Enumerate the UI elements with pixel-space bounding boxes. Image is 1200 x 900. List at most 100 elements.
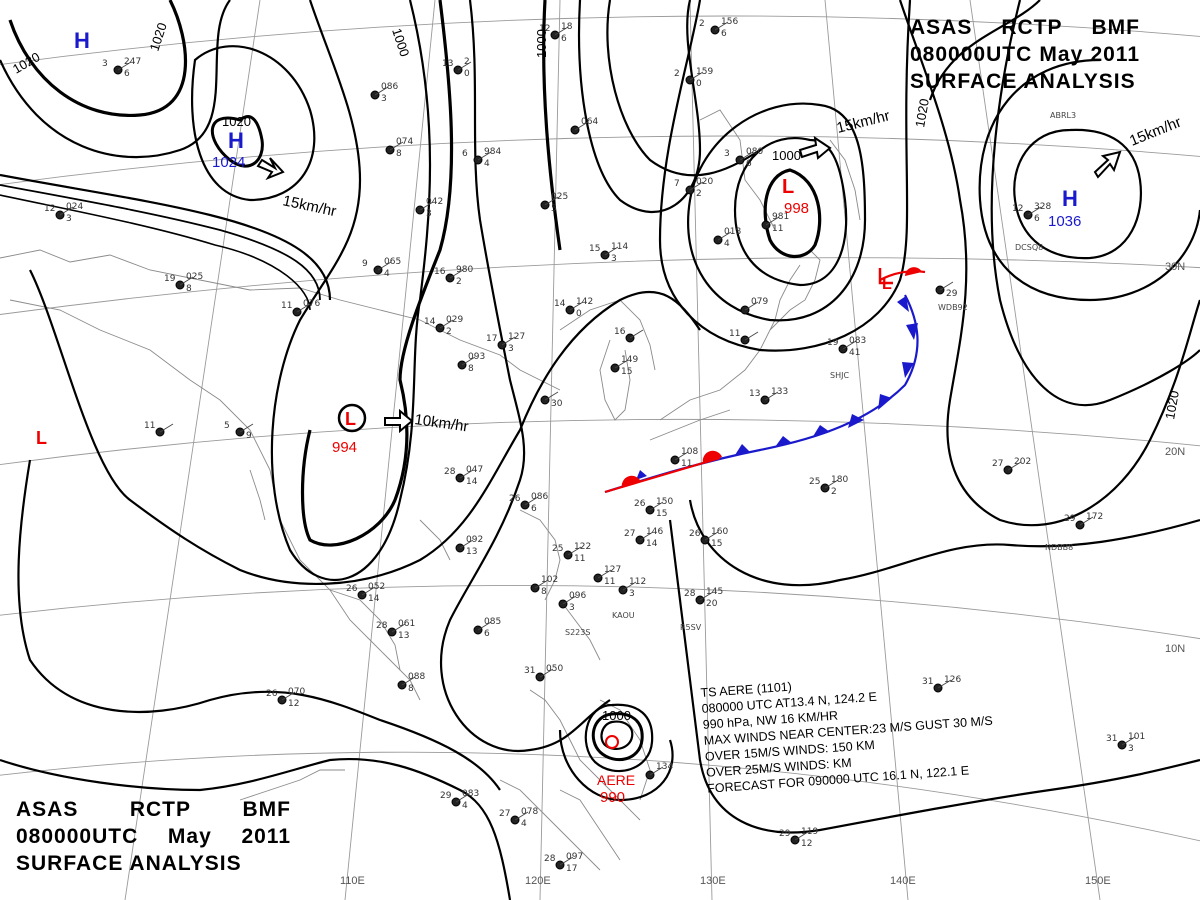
footer-station: RCTP xyxy=(129,798,192,821)
low-1-symbol: L 998 xyxy=(782,176,809,217)
motion-arrows xyxy=(256,135,1122,434)
station-tendency: 3 xyxy=(569,603,575,613)
low-2-value: 994 xyxy=(332,439,357,456)
station-plot: 17 127 3 xyxy=(486,332,525,354)
station-tendency: 11 xyxy=(772,224,783,234)
station-plot: 59 xyxy=(224,421,254,441)
station-plot: 26 150 15 xyxy=(634,497,673,519)
station-pressure: 052 xyxy=(368,582,385,592)
station-temp: 28 xyxy=(544,854,556,864)
header-line-1: ASAS RCTP BMF xyxy=(910,14,1140,41)
station-pressure: 149 xyxy=(621,355,638,365)
station-tendency: 3 xyxy=(66,214,72,224)
station-tendency: 2 xyxy=(696,189,702,199)
header-line-3: SURFACE ANALYSIS xyxy=(910,68,1140,95)
isobar-label-8: 1020 xyxy=(1162,389,1182,420)
station-pressure: 064 xyxy=(581,117,598,127)
low-1-letter: L xyxy=(782,176,794,198)
station-tendency: 4 xyxy=(521,819,527,829)
header-line-2: 080000UTC May 2011 xyxy=(910,41,1140,68)
station-plot: 12 18 6 xyxy=(539,22,573,44)
station-tendency: 41 xyxy=(849,348,860,358)
station-tendency: 15 xyxy=(711,539,722,549)
station-tendency: 6 xyxy=(561,34,567,44)
station-tendency: 14 xyxy=(368,594,380,604)
high-1-letter: H xyxy=(74,28,90,53)
station-tag: S223S xyxy=(565,628,590,637)
station-temp: 28 xyxy=(684,589,696,599)
station-pressure: 083 xyxy=(462,789,479,799)
station-pressure: 085 xyxy=(484,617,501,627)
station-pressure: 086 xyxy=(381,82,398,92)
station-plot: 28 061 13 xyxy=(376,619,415,641)
header-code: BMF xyxy=(1091,16,1140,39)
lon-label-150e: 150E xyxy=(1085,875,1111,887)
station-plot: 27 078 4 xyxy=(499,807,538,829)
station-pressure: 119 xyxy=(801,827,818,837)
station-pressure: 042 xyxy=(426,197,443,207)
station-tendency: 3 xyxy=(611,254,617,264)
station-temp: 7 xyxy=(674,179,680,189)
footer-line-3: SURFACE ANALYSIS xyxy=(16,850,291,877)
station-tendency: 4 xyxy=(462,801,468,811)
station-pressure: 172 xyxy=(1086,512,1103,522)
station-temp: 13 xyxy=(442,59,453,69)
lat-label-10n: 10N xyxy=(1165,643,1185,655)
station-plot: 25 122 11 xyxy=(552,542,591,564)
station-tag: WDB92 xyxy=(938,303,968,312)
station-pressure: 020 xyxy=(696,177,713,187)
station-tendency: 20 xyxy=(706,599,718,609)
station-tendency: 0 xyxy=(464,69,470,79)
station-temp: 26 xyxy=(346,584,358,594)
station-temp: 16 xyxy=(434,267,446,277)
latitude-lines xyxy=(0,15,1200,842)
station-pressure: 025 xyxy=(551,192,568,202)
station-pressure: 088 xyxy=(408,672,425,682)
station-pressure: 146 xyxy=(646,527,663,537)
station-temp: 9 xyxy=(362,259,368,269)
station-temp: 19 xyxy=(827,338,839,348)
header-month: May xyxy=(1039,43,1084,66)
station-tendency: 3 xyxy=(629,589,635,599)
station-temp: 16 xyxy=(614,327,626,337)
station-temp: 25 xyxy=(809,477,820,487)
station-pressure: 096 xyxy=(569,591,586,601)
station-plot: 28 047 14 xyxy=(444,465,483,487)
station-pressure: 150 xyxy=(656,497,673,507)
station-plot: 29 172 xyxy=(1064,512,1103,530)
station-temp: 2 xyxy=(699,19,705,29)
station-plot: 26 086 6 xyxy=(509,492,548,514)
station-plot: 2 159 0 xyxy=(674,67,713,89)
station-pressure: 061 xyxy=(398,619,415,629)
high-3-value: 1036 xyxy=(1048,213,1081,230)
station-plot: 12 328 6 xyxy=(1012,202,1051,224)
station-plot: 14 029 2 xyxy=(424,315,463,337)
station-tendency: 0 xyxy=(696,79,702,89)
station-tendency: 3 xyxy=(508,344,514,354)
footer-time: 080000UTC xyxy=(16,825,139,848)
station-pressure: 025 xyxy=(186,272,203,282)
station-pressure: 981 xyxy=(772,212,789,222)
header-year: 2011 xyxy=(1090,43,1140,66)
station-plot: 7 020 2 xyxy=(674,177,713,199)
station-pressure: 102 xyxy=(541,575,558,585)
station-tendency: 0 xyxy=(576,309,582,319)
station-tendency: 3 xyxy=(381,94,387,104)
station-plot: 14 142 0 xyxy=(554,297,593,319)
station-tendency: 4 xyxy=(484,159,490,169)
low-3-symbol: L xyxy=(36,428,47,448)
station-pressure: 101 xyxy=(1128,732,1145,742)
high-2-letter: H xyxy=(228,128,244,153)
high-3-letter: H xyxy=(1062,186,1078,211)
station-pressure: 160 xyxy=(711,527,728,537)
station-temp: 29 xyxy=(1064,514,1076,524)
station-pressure: 980 xyxy=(456,265,473,275)
station-pressure: 047 xyxy=(466,465,483,475)
station-plot: 29 119 12 xyxy=(779,827,818,849)
station-pressure: 142 xyxy=(576,297,593,307)
